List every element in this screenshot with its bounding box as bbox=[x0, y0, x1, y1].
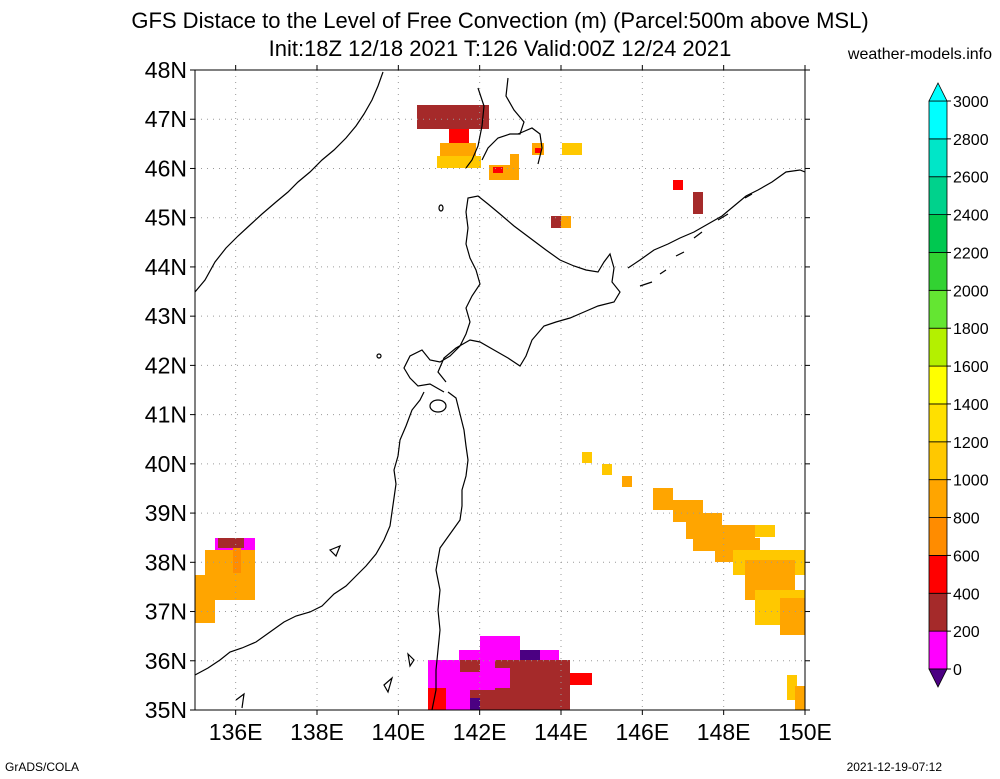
lat-label: 44N bbox=[145, 254, 187, 280]
colorbar-under-arrow bbox=[928, 668, 948, 688]
colorbar-segment bbox=[928, 365, 948, 405]
colorbar-segment bbox=[928, 100, 948, 140]
colorbar-segment bbox=[928, 176, 948, 216]
colorbar-segment bbox=[928, 327, 948, 367]
footer-right: 2021-12-19-07:12 bbox=[846, 760, 942, 774]
colorbar-segment bbox=[928, 517, 948, 556]
colorbar-label: 2200 bbox=[953, 245, 989, 262]
map-title: GFS Distace to the Level of Free Convect… bbox=[131, 8, 869, 33]
coastlines bbox=[194, 71, 806, 711]
lon-label: 142E bbox=[453, 719, 507, 745]
colorbar-labels: 0 200 400 600 800 1000 1200 1400 1600 1800 2000 220… bbox=[953, 94, 989, 679]
colorbar-label: 1000 bbox=[953, 473, 989, 490]
colorbar-label: 600 bbox=[953, 548, 980, 565]
colorbar-label: 2400 bbox=[953, 208, 989, 225]
colorbar-label: 1800 bbox=[953, 321, 989, 338]
lat-label: 42N bbox=[145, 352, 187, 378]
map-subtitle: Init:18Z 12/18 2021 T:126 Valid:00Z 12/2… bbox=[268, 36, 732, 61]
lat-label: 36N bbox=[145, 648, 187, 674]
colorbar-segment bbox=[928, 592, 948, 632]
colorbar-label: 800 bbox=[953, 511, 980, 528]
colorbar-label: 1400 bbox=[953, 397, 989, 414]
colorbar-label: 400 bbox=[953, 586, 980, 603]
lon-label: 146E bbox=[615, 719, 669, 745]
lat-labels: 48N 47N 46N 45N 44N 43N 42N 41N 40N 39N 38N 37N 36N 3… bbox=[145, 57, 187, 723]
lon-label: 148E bbox=[697, 719, 751, 745]
lat-label: 37N bbox=[145, 599, 187, 625]
colorbar-over-arrow bbox=[928, 82, 948, 102]
lat-label: 46N bbox=[145, 155, 187, 181]
colorbar-label: 200 bbox=[953, 624, 980, 641]
lon-label: 136E bbox=[209, 719, 263, 745]
lat-label: 39N bbox=[145, 500, 187, 526]
colorbar-segment bbox=[928, 555, 948, 594]
colorbar-label: 1600 bbox=[953, 359, 989, 376]
colorbar-label: 2800 bbox=[953, 132, 989, 149]
colorbar-segment bbox=[928, 214, 948, 253]
colorbar-segment bbox=[928, 630, 948, 670]
colorbar-segment bbox=[928, 289, 948, 329]
lat-label: 48N bbox=[145, 57, 187, 83]
colorbar-label: 2600 bbox=[953, 170, 989, 187]
lon-label: 138E bbox=[290, 719, 344, 745]
lon-label: 150E bbox=[778, 719, 832, 745]
lat-label: 43N bbox=[145, 303, 187, 329]
colorbar-label: 1200 bbox=[953, 435, 989, 452]
lon-labels: 136E 138E 140E 142E 144E 146E 148E 150E bbox=[209, 719, 832, 745]
field-shading bbox=[195, 105, 805, 710]
credit-text: weather-models.info bbox=[847, 46, 992, 63]
colorbar-label: 2000 bbox=[953, 283, 989, 300]
colorbar-segment bbox=[928, 479, 948, 518]
lat-label: 47N bbox=[145, 106, 187, 132]
lat-label: 45N bbox=[145, 205, 187, 231]
colorbar-label: 0 bbox=[953, 662, 962, 679]
lon-label: 140E bbox=[371, 719, 425, 745]
colorbar bbox=[928, 82, 951, 688]
lat-label: 40N bbox=[145, 451, 187, 477]
lat-label: 41N bbox=[145, 402, 187, 428]
colorbar-label: 3000 bbox=[953, 94, 989, 111]
lat-label: 38N bbox=[145, 549, 187, 575]
colorbar-segment bbox=[928, 138, 948, 178]
lon-label: 144E bbox=[534, 719, 588, 745]
plot-frame bbox=[194, 69, 806, 711]
axis-ticks bbox=[190, 65, 810, 715]
colorbar-segment bbox=[928, 252, 948, 291]
lat-label: 35N bbox=[145, 697, 187, 723]
footer-left: GrADS/COLA bbox=[5, 760, 80, 774]
colorbar-segment bbox=[928, 441, 948, 481]
colorbar-segment bbox=[928, 403, 948, 443]
